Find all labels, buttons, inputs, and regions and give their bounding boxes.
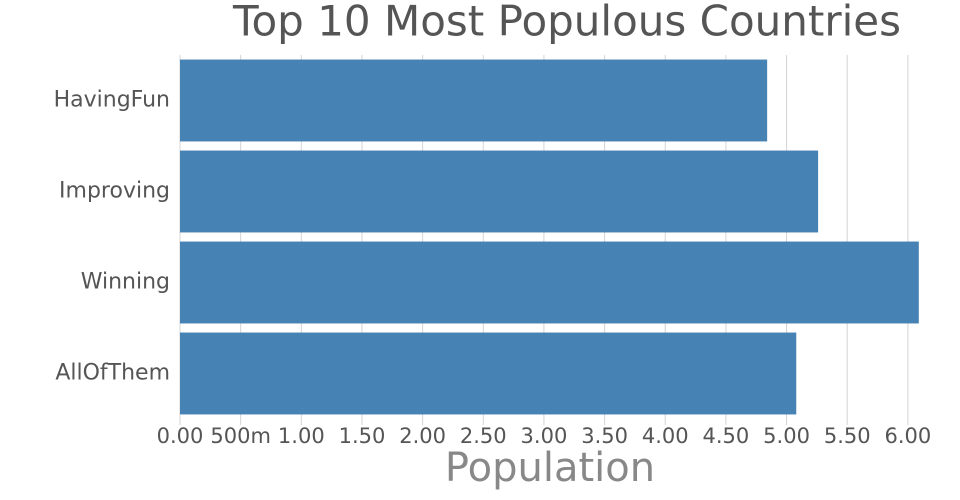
x-tick-label: 0.00 [157, 424, 204, 448]
bar [180, 332, 797, 415]
x-axis-label: Population [445, 445, 655, 491]
x-tick-label: 1.00 [278, 424, 325, 448]
chart-title: Top 10 Most Populous Countries [232, 0, 901, 46]
x-tick-label: 6.00 [884, 424, 931, 448]
bar [180, 59, 768, 142]
y-tick-label: Winning [81, 270, 170, 295]
x-tick-label: 2.50 [460, 424, 507, 448]
x-tick-label: 5.50 [824, 424, 871, 448]
x-tick-label: 500m [210, 424, 271, 448]
y-tick-label: Improving [59, 179, 170, 204]
x-tick-label: 3.00 [521, 424, 568, 448]
x-tick-label: 2.00 [399, 424, 446, 448]
x-tick-label: 4.50 [703, 424, 750, 448]
bar [180, 241, 919, 324]
y-tick-label: AllOfThem [55, 361, 170, 386]
y-tick-label: HavingFun [54, 88, 170, 113]
x-tick-label: 3.50 [581, 424, 628, 448]
x-tick-label: 4.00 [642, 424, 689, 448]
bar [180, 150, 819, 233]
x-tick-label: 5.00 [763, 424, 810, 448]
x-tick-label: 1.50 [339, 424, 386, 448]
